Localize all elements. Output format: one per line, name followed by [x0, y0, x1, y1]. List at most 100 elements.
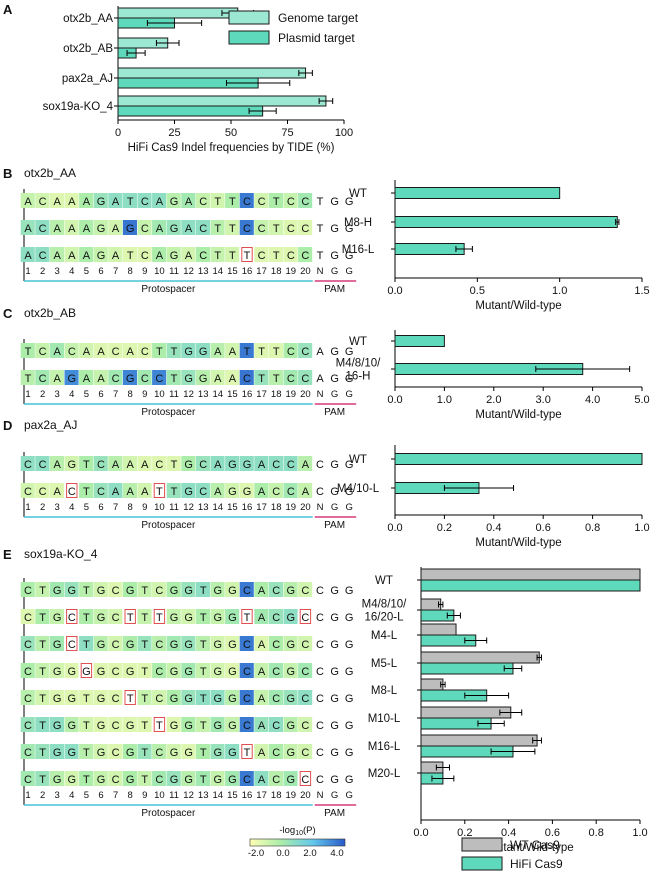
nucleotide: G — [53, 774, 62, 786]
heat-cell — [64, 343, 79, 358]
nucleotide: C — [272, 612, 280, 624]
nucleotide: A — [229, 373, 237, 385]
category-label-line: 16/20-L — [364, 612, 404, 624]
heat-cell — [152, 582, 167, 597]
heat-cell — [166, 193, 181, 208]
nucleotide: G — [330, 693, 339, 705]
nucleotide: G — [53, 639, 62, 651]
heat-cell — [49, 636, 64, 651]
heat-cell — [181, 663, 196, 678]
position-label: 7 — [113, 389, 118, 400]
position-label: 4 — [69, 502, 74, 513]
heat-cell — [283, 193, 298, 208]
nucleotide: A — [68, 196, 76, 208]
nucleotide: C — [155, 459, 163, 471]
position-label: 9 — [142, 389, 147, 400]
heat-cell — [254, 582, 269, 597]
heat-cell — [181, 343, 196, 358]
heat-cell — [254, 247, 269, 262]
heat-cell — [93, 220, 108, 235]
colorbar-title: -log10(P) — [279, 825, 315, 837]
heat-cell — [239, 717, 254, 732]
position-label: 6 — [98, 389, 103, 400]
heat-cell — [195, 690, 210, 705]
position-label: 19 — [286, 790, 297, 801]
nucleotide: A — [112, 196, 120, 208]
nucleotide: G — [184, 666, 193, 678]
nucleotide: C — [24, 666, 32, 678]
nucleotide: G — [97, 585, 106, 597]
category-label: WT — [349, 336, 367, 348]
nucleotide: C — [112, 373, 120, 385]
pam-label: PAM — [324, 407, 345, 418]
heat-cell — [49, 483, 64, 498]
heat-cell — [122, 744, 137, 759]
panel-title-D: pax2a_AJ — [24, 418, 77, 432]
heat-cell — [225, 663, 240, 678]
heat-cell — [122, 247, 137, 262]
nucleotide: G — [345, 747, 354, 759]
heat-cell — [225, 582, 240, 597]
heat-cell — [108, 771, 123, 786]
category-label-line: M4/8/10/ — [362, 599, 408, 611]
heat-cell — [210, 370, 225, 385]
nucleotide: G — [170, 747, 179, 759]
x-tick-label: 0.2 — [457, 827, 472, 839]
heat-cell — [254, 744, 269, 759]
x-tick-label: 0.4 — [501, 827, 516, 839]
heat-cell — [254, 663, 269, 678]
heat-cell — [108, 483, 123, 498]
position-label: 18 — [271, 790, 282, 801]
nucleotide: G — [345, 693, 354, 705]
position-label: 8 — [128, 389, 133, 400]
heat-cell — [108, 193, 123, 208]
nucleotide: C — [316, 693, 324, 705]
nucleotide: G — [68, 774, 77, 786]
heat-cell — [93, 247, 108, 262]
nucleotide: C — [39, 250, 47, 262]
heat-cell — [239, 582, 254, 597]
nucleotide: G — [53, 612, 62, 624]
heat-cell — [254, 609, 269, 624]
nucleotide: G — [68, 720, 77, 732]
nucleotide: G — [68, 666, 77, 678]
x-tick-label: 2.0 — [486, 394, 501, 406]
heat-cell — [239, 343, 254, 358]
nucleotide: C — [272, 693, 280, 705]
heat-cell — [210, 193, 225, 208]
nucleotide: G — [330, 639, 339, 651]
heat-cell — [210, 220, 225, 235]
heat-cell — [108, 247, 123, 262]
heat-cell — [93, 609, 108, 624]
nucleotide: T — [141, 639, 148, 651]
heat-cell — [64, 771, 79, 786]
heat-cell — [137, 220, 152, 235]
position-label: G — [346, 790, 353, 801]
heat-cell — [239, 636, 254, 651]
heat-cell — [239, 370, 254, 385]
nucleotide: C — [199, 250, 207, 262]
nucleotide: G — [345, 196, 354, 208]
heat-cell — [298, 370, 313, 385]
nucleotide: G — [214, 693, 223, 705]
mismatch-box — [241, 247, 253, 262]
nucleotide: A — [97, 373, 105, 385]
heat-cell — [181, 582, 196, 597]
heat-cell — [254, 690, 269, 705]
nucleotide: C — [316, 486, 324, 498]
nucleotide: A — [54, 223, 62, 235]
x-axis-title: Mutant/Wild-type — [475, 537, 561, 549]
nucleotide: G — [184, 373, 193, 385]
nucleotide: G — [126, 666, 135, 678]
nucleotide: A — [156, 196, 164, 208]
position-label: 8 — [128, 790, 133, 801]
position-label: 5 — [84, 790, 89, 801]
nucleotide: A — [156, 223, 164, 235]
nucleotide: G — [53, 720, 62, 732]
nucleotide: T — [244, 346, 251, 358]
heat-cell — [239, 690, 254, 705]
nucleotide: G — [345, 774, 354, 786]
position-label: 16 — [242, 502, 253, 513]
